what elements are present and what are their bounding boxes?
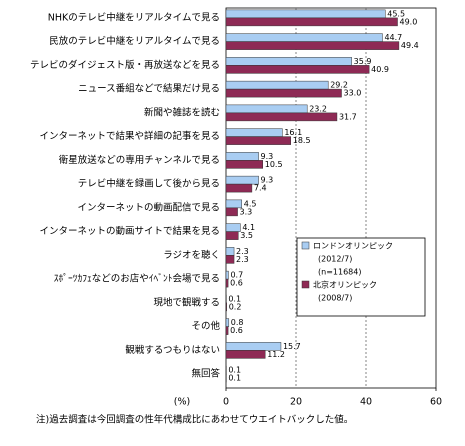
x-axis-label: (%) xyxy=(174,397,190,408)
value-label: 18.5 xyxy=(293,136,311,145)
y-tick-label: 現地で観戦する xyxy=(153,296,220,308)
bar xyxy=(226,232,238,240)
legend: ロンドンオリンピック (2012/7) (n=11684) 北京オリンピック (2008… xyxy=(297,238,425,316)
y-tick-label: 衛星放送などの専用チャンネルで見る xyxy=(59,154,220,166)
bar xyxy=(226,303,227,311)
y-tick-label: インターネットの動画配信で見る xyxy=(77,201,220,213)
bar xyxy=(226,184,252,192)
value-label: 23.2 xyxy=(309,104,327,113)
bar xyxy=(226,89,342,97)
bar xyxy=(226,65,369,73)
bar xyxy=(226,279,228,287)
value-label: 49.4 xyxy=(401,41,419,50)
value-label: 33.0 xyxy=(344,89,362,98)
bar xyxy=(226,271,228,279)
bar xyxy=(226,57,352,65)
bar xyxy=(226,10,385,18)
value-label: 40.9 xyxy=(371,65,389,74)
bar xyxy=(226,18,398,26)
y-tick-label: 観戦するつもりはない xyxy=(125,344,220,356)
value-label: 11.2 xyxy=(267,350,285,359)
bar xyxy=(226,152,259,160)
legend-swatch xyxy=(302,281,309,288)
value-label: 0.1 xyxy=(228,374,241,383)
value-label: 3.5 xyxy=(240,231,253,240)
bar xyxy=(226,113,337,121)
bar xyxy=(226,208,238,216)
bar xyxy=(226,42,399,50)
value-label: 2.3 xyxy=(236,255,249,264)
value-label: 35.9 xyxy=(354,57,372,66)
y-tick-label: 新聞や雑誌を読む xyxy=(144,106,220,118)
value-label: 10.5 xyxy=(265,160,283,169)
x-tick-label: 60 xyxy=(430,397,442,408)
x-tick-label: 0 xyxy=(223,397,229,408)
y-tick-label: ニュース番組などで結果だけ見る xyxy=(78,83,220,95)
bar xyxy=(226,350,265,358)
value-label: 7.4 xyxy=(254,184,267,193)
x-tick-label: 20 xyxy=(290,397,302,408)
y-tick-label: ｽﾎﾟｰﾂｶﾌｪなどのお店やｲﾍﾞﾝﾄ会場で見る xyxy=(54,273,220,285)
bar xyxy=(226,160,263,168)
y-tick-label: ラジオを聴く xyxy=(163,250,220,261)
y-tick-label: NHKのテレビ中継をリアルタイムで見る xyxy=(48,11,220,23)
x-tick-label: 40 xyxy=(360,397,372,408)
bar xyxy=(226,81,328,89)
legend-label: 北京オリンピック xyxy=(313,280,377,290)
y-tick-label: テレビのダイジェスト版・再放送などを見る xyxy=(30,59,220,71)
bar xyxy=(226,255,234,263)
legend-detail: (n=11684) xyxy=(318,268,361,277)
legend-swatch xyxy=(302,242,309,249)
value-label: 44.7 xyxy=(384,33,402,42)
bar xyxy=(226,34,382,42)
y-tick-label: インターネットで結果や詳細の記事を見る xyxy=(39,130,220,142)
y-tick-label: その他 xyxy=(191,320,220,332)
bar xyxy=(226,224,240,232)
bar xyxy=(226,105,307,113)
value-label: 49.0 xyxy=(400,17,418,26)
bar xyxy=(226,137,291,145)
legend-detail: (2012/7) xyxy=(318,255,352,264)
y-tick-label: 民放のテレビ中継をリアルタイムで見る xyxy=(49,35,220,47)
value-label: 0.2 xyxy=(229,302,242,311)
bar xyxy=(226,319,229,327)
y-tick-label: 無回答 xyxy=(191,368,220,380)
bar xyxy=(226,247,234,255)
bar xyxy=(226,327,228,335)
value-label: 3.3 xyxy=(240,207,253,216)
note: 注)過去調査は今回調査の性年代構成比にあわせてウエイトバックした値。 xyxy=(36,414,353,426)
value-label: 31.7 xyxy=(339,112,357,121)
y-tick-label: インターネットの動画サイトで結果を見る xyxy=(39,225,220,237)
value-label: 15.7 xyxy=(283,342,301,351)
bar xyxy=(226,129,282,137)
value-label: 0.6 xyxy=(230,326,243,335)
legend-detail: (2008/7) xyxy=(318,294,352,303)
value-label: 0.6 xyxy=(230,279,243,288)
legend-label: ロンドンオリンピック xyxy=(313,242,393,251)
y-tick-label: テレビ中継を録画して後から見る xyxy=(78,178,220,190)
